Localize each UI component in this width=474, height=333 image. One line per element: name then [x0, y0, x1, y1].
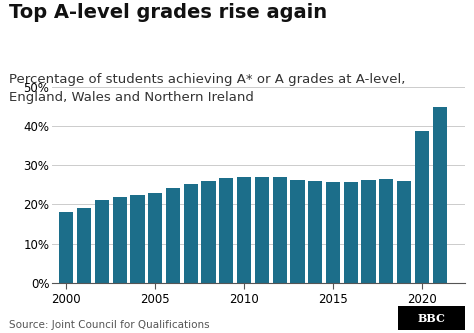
Bar: [255, 177, 269, 283]
Bar: [183, 183, 198, 283]
Bar: [95, 200, 109, 283]
Bar: [308, 181, 322, 283]
Bar: [415, 132, 429, 283]
Bar: [290, 180, 304, 283]
Bar: [361, 180, 375, 283]
Bar: [397, 181, 411, 283]
Bar: [166, 188, 180, 283]
Bar: [432, 107, 447, 283]
Bar: [130, 195, 145, 283]
Bar: [344, 182, 358, 283]
Bar: [219, 178, 233, 283]
Text: Top A-level grades rise again: Top A-level grades rise again: [9, 3, 328, 22]
Bar: [77, 208, 91, 283]
Text: BBC: BBC: [418, 312, 445, 324]
Bar: [148, 193, 162, 283]
Bar: [237, 177, 251, 283]
Bar: [112, 197, 127, 283]
Bar: [59, 211, 73, 283]
Bar: [273, 177, 287, 283]
Bar: [201, 181, 216, 283]
Text: Source: Joint Council for Qualifications: Source: Joint Council for Qualifications: [9, 320, 210, 330]
Bar: [326, 182, 340, 283]
Text: Percentage of students achieving A* or A grades at A-level,
England, Wales and N: Percentage of students achieving A* or A…: [9, 73, 406, 104]
Bar: [379, 179, 393, 283]
